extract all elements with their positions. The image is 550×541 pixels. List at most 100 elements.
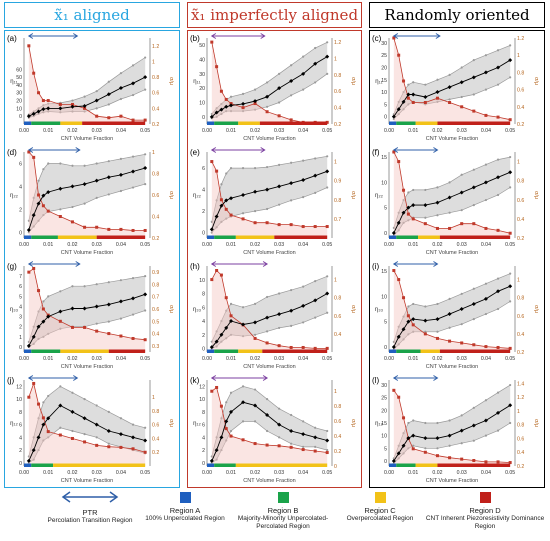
upper-point (32, 196, 35, 199)
cov-point (406, 212, 410, 216)
mean-point (396, 107, 401, 112)
ptr-arrow-right (435, 33, 441, 39)
cov-point (397, 395, 401, 399)
ptr-arrow-left (27, 147, 34, 153)
upper-point (210, 455, 213, 458)
upper-point (392, 226, 395, 229)
x-tick-label: 0.01 (43, 128, 53, 134)
mean-point (406, 205, 411, 210)
chart-grid: (a) 0.00 0.01 0.02 0.03 0.04 0.05 CNT Volume Fr… (7, 33, 539, 484)
mean-point (41, 107, 46, 112)
upper-point (509, 383, 512, 387)
lower-point (253, 333, 257, 336)
mean-point (214, 214, 219, 219)
y2-tick-label: 0.4 (517, 450, 524, 456)
region-bar-c (57, 235, 97, 239)
region-bar-c (238, 349, 263, 353)
mean-point (391, 458, 396, 463)
y-tick-label: 0 (202, 231, 205, 237)
mean-point (31, 213, 36, 218)
upper-point (392, 457, 395, 460)
cov-point (423, 101, 427, 104)
cov-point (472, 109, 476, 113)
cov-point (508, 461, 512, 465)
cov-point (131, 228, 135, 232)
y2-tick-label: 0.6 (334, 89, 341, 95)
upper-point (509, 44, 512, 47)
mean-point (406, 92, 411, 97)
mean-point (253, 189, 258, 194)
upper-point (253, 302, 257, 305)
y-tick-label: 6 (19, 423, 22, 429)
mean-point (406, 319, 411, 324)
x-tick-label: 0.04 (481, 356, 491, 362)
chart-panel-h: (h) 0.00 0.01 0.02 0.03 0.04 0.05 CNT Volume Fr… (190, 261, 356, 370)
upper-point (27, 219, 30, 222)
mean-point (289, 308, 294, 313)
x-tick-label: 0.05 (322, 128, 332, 134)
upper-point (265, 165, 269, 169)
upper-point (484, 282, 488, 285)
upper-point (42, 300, 45, 303)
mean-point (58, 106, 63, 111)
y-tick-label: 50 (16, 75, 22, 81)
y-axis-label: η₃₃ (10, 307, 19, 313)
x-axis-label: CNT Volume Fraction (243, 364, 295, 370)
cov-point (27, 44, 31, 48)
cov-point (83, 106, 87, 110)
mean-point (447, 312, 452, 317)
panel-label: (j) (7, 376, 14, 385)
cov-point (460, 105, 464, 109)
legend-region-b: Region B Majority-Minority Unpercolated-… (228, 490, 338, 531)
upper-point (47, 295, 50, 298)
upper-point (225, 172, 228, 175)
region-bar-c (53, 463, 146, 467)
y-tick-label: 15 (381, 269, 387, 275)
mean-point (459, 428, 464, 433)
upper-point (412, 188, 415, 192)
mean-point (26, 343, 31, 348)
lower-point (220, 220, 223, 223)
upper-point (210, 220, 213, 223)
lower-point (229, 429, 233, 433)
mean-point (224, 419, 229, 424)
cov-area (393, 270, 511, 352)
mean-point (391, 114, 396, 119)
chart-panel-b: (b) 0.00 0.01 0.02 0.03 0.04 0.05 CNT Volume Fr… (190, 33, 356, 142)
panel-label: (e) (190, 148, 200, 157)
y2-tick-label: 0.6 (334, 419, 341, 425)
upper-point (215, 199, 218, 202)
x-tick-label: 0.03 (457, 356, 467, 362)
upper-point (436, 78, 439, 81)
y-tick-label: 0 (384, 345, 387, 351)
cov-point (472, 458, 476, 462)
upper-point (220, 417, 223, 420)
mean-point (301, 177, 306, 182)
lower-point (215, 345, 218, 348)
y-tick-label: 0 (19, 461, 22, 467)
upper-point (59, 290, 62, 293)
upper-point (460, 414, 463, 417)
cov-point (484, 345, 488, 349)
x-tick-label: 0.04 (298, 242, 308, 248)
y-tick-label: 8 (202, 292, 205, 298)
lower-point (42, 335, 45, 338)
lower-point (407, 333, 410, 336)
upper-point (496, 49, 500, 52)
y-tick-label: 25 (381, 396, 387, 402)
legend-region-b-title: Region B (267, 506, 299, 515)
legend-region-a: Region A 100% Unpercolated Region (140, 490, 230, 523)
lower-point (225, 110, 228, 113)
y-tick-label: 20 (16, 99, 22, 105)
y-tick-label: 15 (381, 421, 387, 427)
ptr-arrow-left (27, 261, 34, 267)
lower-point (496, 307, 500, 311)
x-tick-label: 0.01 (43, 242, 53, 248)
upper-point (27, 340, 30, 343)
x-tick-label: 0.04 (116, 470, 126, 476)
upper-point (397, 211, 400, 214)
upper-point (71, 285, 74, 288)
mean-point (31, 334, 36, 339)
x-tick-label: 0.02 (432, 356, 442, 362)
mean-point (41, 422, 46, 427)
